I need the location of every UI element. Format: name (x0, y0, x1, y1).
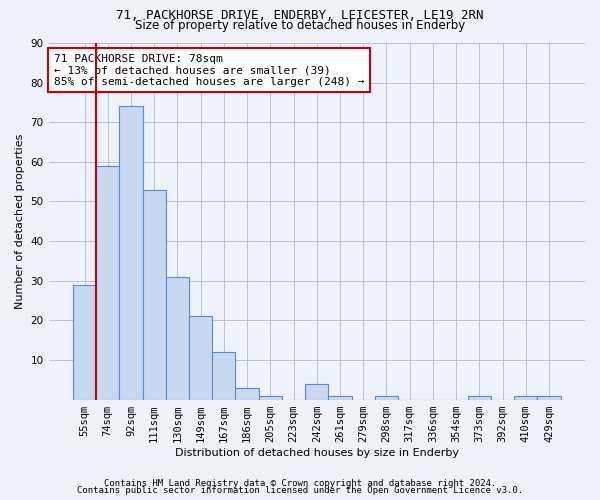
Bar (538, 396, 560, 400)
Text: 71, PACKHORSE DRIVE, ENDERBY, LEICESTER, LE19 2RN: 71, PACKHORSE DRIVE, ENDERBY, LEICESTER,… (116, 9, 484, 22)
Bar (96, 166, 119, 400)
Text: Contains public sector information licensed under the Open Government Licence v3: Contains public sector information licen… (77, 486, 523, 495)
Y-axis label: Number of detached properties: Number of detached properties (15, 134, 25, 309)
Bar (73, 284, 96, 400)
Text: Size of property relative to detached houses in Enderby: Size of property relative to detached ho… (135, 19, 465, 32)
Bar (143, 190, 166, 400)
Bar (166, 277, 189, 400)
Bar (119, 106, 143, 400)
Bar (212, 352, 235, 400)
Bar (305, 384, 328, 400)
Bar (189, 316, 212, 400)
Bar (328, 396, 352, 400)
Bar (235, 388, 259, 400)
Bar (468, 396, 491, 400)
Text: 71 PACKHORSE DRIVE: 78sqm
← 13% of detached houses are smaller (39)
85% of semi-: 71 PACKHORSE DRIVE: 78sqm ← 13% of detac… (54, 54, 364, 87)
Bar (375, 396, 398, 400)
Bar (514, 396, 538, 400)
X-axis label: Distribution of detached houses by size in Enderby: Distribution of detached houses by size … (175, 448, 459, 458)
Bar (259, 396, 282, 400)
Text: Contains HM Land Registry data © Crown copyright and database right 2024.: Contains HM Land Registry data © Crown c… (104, 478, 496, 488)
